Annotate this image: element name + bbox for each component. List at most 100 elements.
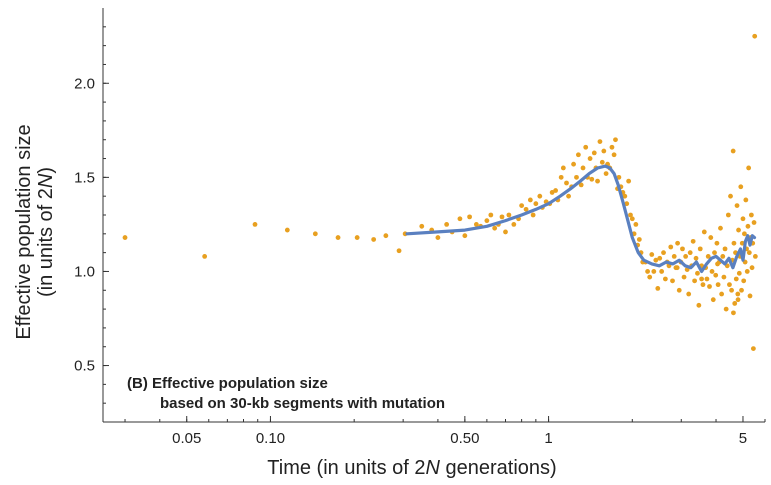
data-point <box>580 165 586 171</box>
data-point <box>488 212 494 218</box>
data-point <box>736 270 742 276</box>
data-point <box>681 274 687 280</box>
data-point <box>396 248 402 254</box>
data-point <box>574 174 579 180</box>
data-point <box>647 274 653 280</box>
data-point <box>720 254 726 259</box>
data-point <box>659 269 665 274</box>
data-point <box>707 284 712 289</box>
data-point <box>575 152 581 158</box>
data-point <box>284 227 290 233</box>
data-point <box>705 254 711 259</box>
data-point <box>695 270 700 276</box>
data-point <box>708 235 714 240</box>
data-point <box>601 148 607 154</box>
data-point <box>583 144 589 150</box>
panel-annotation-line2: based on 30-kb segments with mutation <box>160 395 445 412</box>
data-point <box>530 212 536 218</box>
data-point <box>651 269 657 274</box>
data-point <box>736 227 741 233</box>
data-point <box>749 265 755 271</box>
x-tick-label: 1 <box>544 430 552 447</box>
x-tick-label: 0.05 <box>172 430 201 447</box>
data-point <box>715 282 721 288</box>
data-point <box>645 269 650 274</box>
data-point <box>746 250 752 256</box>
data-point <box>730 148 736 154</box>
data-point <box>591 150 597 156</box>
data-point <box>589 176 595 182</box>
data-point <box>566 193 571 199</box>
data-point <box>467 214 472 220</box>
data-point <box>503 229 508 235</box>
data-point <box>435 235 441 240</box>
data-point <box>731 310 736 316</box>
data-point <box>727 282 732 288</box>
data-point <box>680 246 685 252</box>
data-point <box>693 255 699 261</box>
data-point <box>671 254 677 259</box>
data-point <box>616 174 622 180</box>
data-point <box>712 250 717 256</box>
data-point <box>457 216 463 222</box>
data-point <box>633 222 639 227</box>
data-point <box>629 216 635 222</box>
data-point <box>499 214 505 220</box>
data-point <box>506 212 512 218</box>
data-point <box>709 269 715 274</box>
data-point <box>624 201 630 207</box>
data-point <box>202 254 208 259</box>
data-point <box>511 222 517 227</box>
data-point <box>335 235 341 240</box>
data-point <box>750 346 756 352</box>
data-point <box>657 255 663 261</box>
data-point <box>747 293 753 299</box>
data-point <box>587 156 593 161</box>
data-point <box>674 265 680 271</box>
data-point <box>603 171 609 177</box>
data-point <box>371 237 377 242</box>
data-point <box>252 222 258 227</box>
data-point <box>571 161 576 167</box>
data-point <box>719 291 725 297</box>
y-tick-label: 1.5 <box>74 169 95 186</box>
data-point <box>653 257 659 263</box>
x-axis-title: Time (in units of 2N generations) <box>267 457 556 479</box>
data-point <box>597 139 603 145</box>
data-point <box>729 287 734 293</box>
data-point <box>690 238 696 244</box>
data-point <box>444 222 450 227</box>
data-point <box>744 269 750 274</box>
data-point <box>599 159 605 165</box>
data-point <box>699 276 705 282</box>
data-point <box>383 233 389 239</box>
data-point <box>741 278 747 284</box>
data-point <box>484 218 490 224</box>
data-point <box>655 285 661 291</box>
data-point <box>748 212 754 218</box>
x-tick-label: 5 <box>739 430 747 447</box>
y-tick-label: 2.0 <box>74 75 95 92</box>
data-point <box>533 201 539 207</box>
data-point <box>122 235 128 240</box>
x-tick-label: 0.50 <box>450 430 479 447</box>
data-point <box>687 250 693 256</box>
data-point <box>715 261 720 267</box>
data-point <box>752 33 758 39</box>
data-point <box>558 174 564 180</box>
data-point <box>668 244 674 250</box>
data-point <box>609 144 615 150</box>
data-point <box>696 302 702 308</box>
data-point <box>622 193 628 199</box>
data-point <box>710 297 716 303</box>
y-axis-title-line1: Effective population size <box>13 124 35 339</box>
data-point <box>735 291 741 297</box>
data-point <box>661 250 666 256</box>
data-point <box>745 223 751 229</box>
y-axis-title: Effective population size (in units of 2… <box>13 124 57 339</box>
data-point <box>742 231 747 237</box>
panel-annotation-line1: (B) Effective population size <box>127 375 328 392</box>
data-point <box>626 178 632 184</box>
data-point <box>697 246 703 252</box>
